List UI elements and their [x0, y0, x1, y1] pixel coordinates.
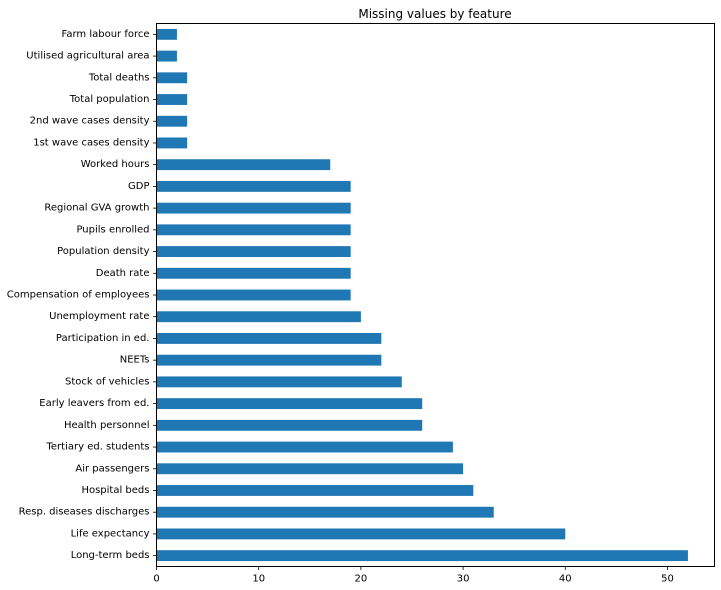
- category-label-group: Long-term beds Life expectancy Resp. disea…: [7, 29, 157, 561]
- bar: [156, 246, 351, 257]
- bar: [156, 354, 382, 366]
- bar: [156, 463, 464, 475]
- category-label: Utilised agricultural area: [26, 51, 149, 62]
- bar-group: [156, 28, 688, 562]
- category-label: Long-term beds: [71, 550, 150, 561]
- category-label: Death rate: [96, 268, 150, 279]
- category-label: Participation in ed.: [56, 333, 150, 344]
- category-label: Worked hours: [81, 159, 150, 170]
- category-label: GDP: [128, 181, 149, 192]
- bar: [156, 550, 688, 562]
- category-label: Tertiary ed. students: [45, 442, 149, 453]
- category-label: Regional GVA growth: [44, 203, 149, 214]
- category-label: Resp. diseases discharges: [19, 507, 150, 518]
- bar: [156, 50, 177, 62]
- category-label: Population density: [57, 246, 149, 257]
- bar: [156, 115, 188, 127]
- bar: [156, 376, 402, 388]
- x-tick-group: 0 10 20 30 40 50: [153, 566, 674, 585]
- bar: [156, 289, 351, 301]
- x-tick-label: 10: [252, 574, 265, 585]
- bar: [156, 333, 382, 344]
- x-tick-label: 0: [153, 574, 159, 585]
- x-tick-label: 50: [661, 574, 674, 585]
- category-label: Farm labour force: [62, 29, 150, 40]
- plot-frame: [156, 23, 715, 567]
- category-label: Life expectancy: [71, 528, 150, 539]
- bar: [156, 202, 351, 214]
- x-tick-label: 40: [559, 574, 572, 585]
- category-label: 2nd wave cases density: [30, 116, 150, 127]
- category-label: Total deaths: [88, 72, 150, 83]
- x-tick-label: 30: [457, 574, 470, 585]
- bar: [156, 398, 423, 410]
- bar: [156, 28, 177, 40]
- bar: [156, 419, 423, 431]
- bar: [156, 159, 331, 171]
- category-label: Hospital beds: [81, 485, 149, 496]
- bar: [156, 137, 188, 149]
- bar: [156, 441, 453, 453]
- category-label: 1st wave cases density: [33, 137, 149, 148]
- x-tick-label: 20: [355, 574, 368, 585]
- bar: [156, 224, 351, 236]
- category-label: Early leavers from ed.: [39, 398, 149, 409]
- chart-title: Missing values by feature: [358, 7, 511, 21]
- category-label: Unemployment rate: [49, 311, 149, 322]
- bar: [156, 267, 351, 279]
- category-label: NEETs: [120, 355, 150, 366]
- bar: [156, 180, 351, 192]
- bar: [156, 94, 188, 105]
- category-label: Stock of vehicles: [65, 376, 150, 387]
- bar: [156, 506, 494, 518]
- category-label: Air passengers: [75, 463, 149, 474]
- bar: [156, 72, 188, 84]
- bar: [156, 528, 566, 540]
- category-label: Health personnel: [64, 420, 150, 431]
- category-label: Total population: [69, 94, 150, 105]
- category-label: Compensation of employees: [7, 290, 150, 301]
- category-label: Pupils enrolled: [76, 224, 149, 235]
- bar: [156, 311, 361, 323]
- bar: [156, 485, 474, 496]
